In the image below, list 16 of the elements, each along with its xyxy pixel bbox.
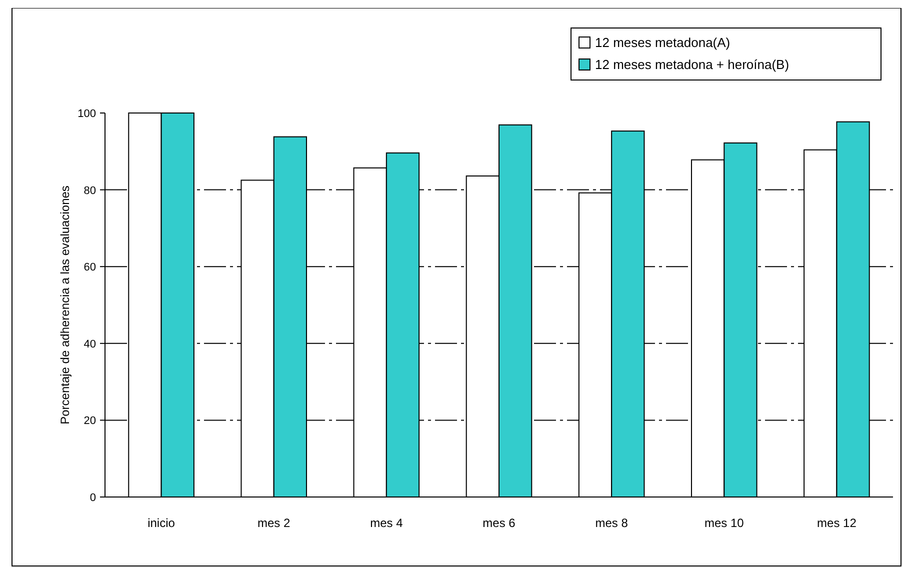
- x-tick-label: mes 4: [370, 516, 404, 530]
- x-tick-label: mes 8: [595, 516, 628, 530]
- legend-label: 12 meses metadona + heroína(B): [595, 57, 790, 72]
- x-tick-label: inicio: [148, 516, 176, 530]
- x-tick-label: mes 10: [704, 516, 744, 530]
- y-tick-label: 0: [90, 492, 96, 504]
- y-tick-label: 20: [84, 415, 96, 428]
- x-tick-label: mes 2: [258, 516, 291, 530]
- y-tick-label: 60: [84, 262, 96, 274]
- y-axis-title: Porcentaje de adherencia a las evaluaciones: [58, 186, 72, 424]
- x-tick-label: mes 6: [482, 516, 516, 530]
- y-tick-label: 80: [84, 184, 96, 197]
- y-tick-label: 100: [78, 108, 96, 120]
- y-tick-label: 40: [84, 338, 96, 350]
- legend-label: 12 meses metadona(A): [595, 35, 730, 50]
- x-tick-label: mes 12: [817, 516, 857, 530]
